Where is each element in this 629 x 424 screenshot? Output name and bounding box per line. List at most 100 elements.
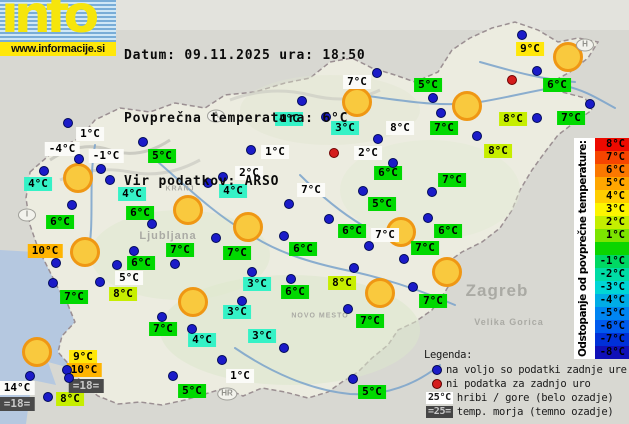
temp-label: 4°C xyxy=(275,112,303,126)
station-dot xyxy=(95,277,105,287)
station-dot xyxy=(96,164,106,174)
temp-label: 6°C xyxy=(434,224,462,238)
scale-cell: 2°C xyxy=(595,216,629,229)
temp-label: 6°C xyxy=(46,215,74,229)
sea-temp-label-sample: =25= xyxy=(426,406,453,418)
temp-label: 5°C xyxy=(414,78,442,92)
station-dot xyxy=(246,145,256,155)
country-sign: I xyxy=(18,208,36,222)
scale-cell: -4°C xyxy=(595,294,629,307)
sun-marker xyxy=(22,337,52,367)
header-source-line: Vir podatkov: ARSO xyxy=(124,174,280,189)
temp-label: -1°C xyxy=(88,149,124,163)
temp-label: 14°C xyxy=(0,381,35,395)
temp-label: 7°C xyxy=(411,241,439,255)
station-dot xyxy=(112,260,122,270)
sun-marker xyxy=(178,287,208,317)
available-data-dot-icon xyxy=(432,365,442,375)
scale-cell: -3°C xyxy=(595,281,629,294)
temp-label: 10°C xyxy=(66,363,102,377)
temp-label: 1°C xyxy=(226,369,254,383)
station-dot xyxy=(187,324,197,334)
station-dot xyxy=(48,278,58,288)
city-label: Ljubljana xyxy=(139,230,197,242)
scale-title-strip xyxy=(574,138,595,359)
sun-marker xyxy=(553,42,583,72)
header-avg-temp-line: Povprečna temperatura: 6°C xyxy=(124,111,349,126)
temp-label: =18= xyxy=(0,397,35,411)
country-sign: A xyxy=(207,109,225,123)
temp-label: 4°C xyxy=(118,187,146,201)
river-kolpa xyxy=(234,347,441,396)
temp-label: 4°C xyxy=(219,184,247,198)
station-dot xyxy=(247,267,257,277)
temp-label: 6°C xyxy=(374,166,402,180)
scale-title: Odstopanje od povprečne temperature: xyxy=(577,140,589,357)
station-dot xyxy=(472,131,482,141)
scale-cell: 7°C xyxy=(595,151,629,164)
temp-label: 6°C xyxy=(289,242,317,256)
temp-label: 3°C xyxy=(223,305,251,319)
scale-cell: 6°C xyxy=(595,164,629,177)
station-dot xyxy=(324,214,334,224)
temp-label: 3°C xyxy=(331,121,359,135)
temp-label: 4°C xyxy=(24,177,52,191)
sun-marker xyxy=(173,195,203,225)
station-dot xyxy=(105,175,115,185)
station-dot xyxy=(373,134,383,144)
station-dot xyxy=(436,108,446,118)
temp-label: 5°C xyxy=(178,384,206,398)
scale-cell xyxy=(595,242,629,255)
station-dot xyxy=(211,233,221,243)
scale-cell: 8°C xyxy=(595,138,629,151)
station-dot xyxy=(427,187,437,197)
sun-marker xyxy=(233,212,263,242)
station-dot xyxy=(64,373,74,383)
station-dot xyxy=(279,231,289,241)
station-dot xyxy=(168,371,178,381)
station-dot xyxy=(25,371,35,381)
legend-row: 25°C hribi / gore (belo ozadje) xyxy=(424,391,629,405)
scale-cell: -1°C xyxy=(595,255,629,268)
temp-label: 4°C xyxy=(188,333,216,347)
map-header-info: Datum: 09.11.2025 ura: 18:50 Povprečna t… xyxy=(124,3,366,234)
city-label: Zagreb xyxy=(465,281,529,300)
scale-cell: 3°C xyxy=(595,203,629,216)
station-dot xyxy=(408,282,418,292)
legend-row: ni podatka za zadnjo uro xyxy=(424,377,629,391)
scale-cell: 5°C xyxy=(595,177,629,190)
city-label: NOVO MESTO xyxy=(291,312,349,320)
station-dot xyxy=(129,246,139,256)
temp-label: 8°C xyxy=(386,121,414,135)
station-dot xyxy=(399,254,409,264)
sun-marker xyxy=(70,237,100,267)
station-dot xyxy=(532,66,542,76)
temp-label: 7°C xyxy=(557,111,585,125)
temp-label: 8°C xyxy=(484,144,512,158)
temp-label: 6°C xyxy=(126,206,154,220)
temp-label: 7°C xyxy=(166,243,194,257)
station-dot xyxy=(74,154,84,164)
site-logo[interactable]: info www.informacije.si xyxy=(0,0,116,56)
temp-label: 7°C xyxy=(223,246,251,260)
temp-label: 7°C xyxy=(438,173,466,187)
temp-label: 7°C xyxy=(430,121,458,135)
station-dot xyxy=(286,274,296,284)
scale-cell: -2°C xyxy=(595,268,629,281)
temp-label: 5°C xyxy=(148,149,176,163)
temp-label: 6°C xyxy=(281,285,309,299)
station-dot xyxy=(279,343,289,353)
temp-label: 3°C xyxy=(248,329,276,343)
temp-label: 6°C xyxy=(338,224,366,238)
legend-row: =25= temp. morja (temno ozadje) xyxy=(424,405,629,419)
country-sign: HR xyxy=(217,387,237,401)
station-dot xyxy=(39,166,49,176)
station-dot xyxy=(157,312,167,322)
logo-url-link[interactable]: www.informacije.si xyxy=(0,42,116,56)
scale-cell: -5°C xyxy=(595,307,629,320)
temp-label: 8°C xyxy=(56,392,84,406)
sun-marker xyxy=(432,257,462,287)
legend-item-text: temp. morja (temno ozadje) xyxy=(456,406,614,418)
legend: Legenda: na voljo so podatki zadnje ure n… xyxy=(424,348,629,419)
station-dot xyxy=(388,158,398,168)
